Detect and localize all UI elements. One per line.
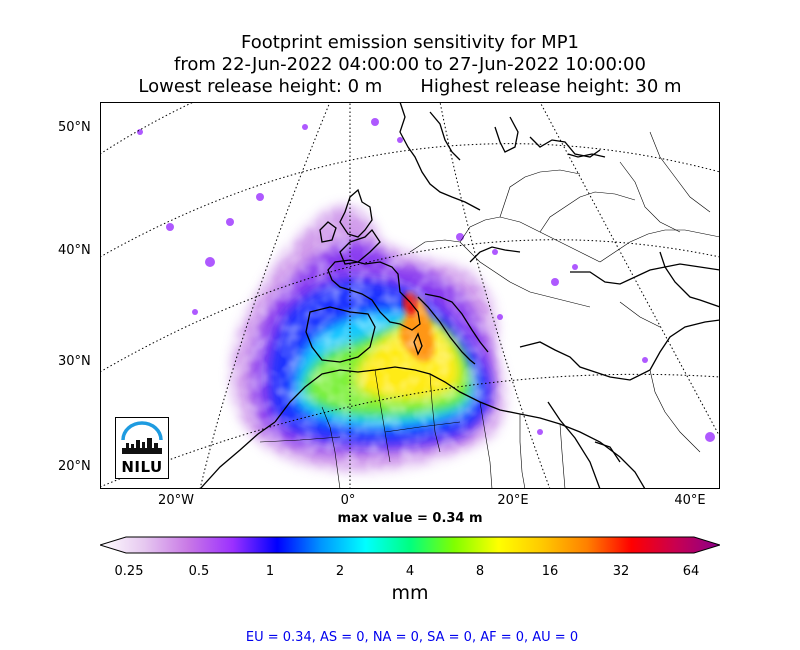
map-svg <box>100 102 720 489</box>
colorbar-tick: 4 <box>405 564 415 579</box>
max-value: max value = 0.34 m <box>337 511 483 526</box>
release-heights: Lowest release height: 0 m Highest releas… <box>0 76 800 97</box>
colorbar <box>100 536 720 554</box>
colorbar-tick: 64 <box>682 564 700 579</box>
lat-label-30n: 30°N <box>58 354 91 369</box>
highest-release-height: Highest release height: 30 m <box>420 76 682 97</box>
lat-label-20n: 20°N <box>58 459 91 474</box>
lat-label-40n: 40°N <box>58 243 91 258</box>
plume-texture <box>100 102 720 489</box>
coastlines <box>199 102 720 489</box>
region-totals: EU = 0.34, AS = 0, NA = 0, SA = 0, AF = … <box>245 630 579 645</box>
plume-layers <box>100 102 720 489</box>
colorbar-tick: 16 <box>541 564 559 579</box>
country-borders <box>259 131 720 489</box>
logo-text: NILU <box>121 458 163 476</box>
lon-label-40e: 40°E <box>674 493 706 508</box>
colorbar-bar <box>100 536 720 554</box>
colorbar-tick: 32 <box>612 564 630 579</box>
colorbar-tick: 1 <box>265 564 275 579</box>
plot-title: Footprint emission sensitivity for MP1 <box>240 32 579 53</box>
colorbar-tick: 0.5 <box>188 564 210 579</box>
lon-label-20w: 20°W <box>158 493 194 508</box>
map-area <box>100 102 720 489</box>
graticule <box>100 102 720 489</box>
lon-label-20e: 20°E <box>497 493 529 508</box>
lowest-release-height: Lowest release height: 0 m <box>138 76 383 97</box>
colorbar-tick: 2 <box>335 564 345 579</box>
colorbar-tick: 0.25 <box>114 564 144 579</box>
colorbar-tick: 8 <box>475 564 485 579</box>
nilu-logo: NILU <box>115 417 169 479</box>
colorbar-unit: mm <box>391 582 429 604</box>
nilu-logo-icon <box>121 421 163 454</box>
lat-label-50n: 50°N <box>58 120 91 135</box>
plot-date-range: from 22-Jun-2022 04:00:00 to 27-Jun-2022… <box>174 54 646 75</box>
lon-label-0: 0° <box>340 493 356 508</box>
